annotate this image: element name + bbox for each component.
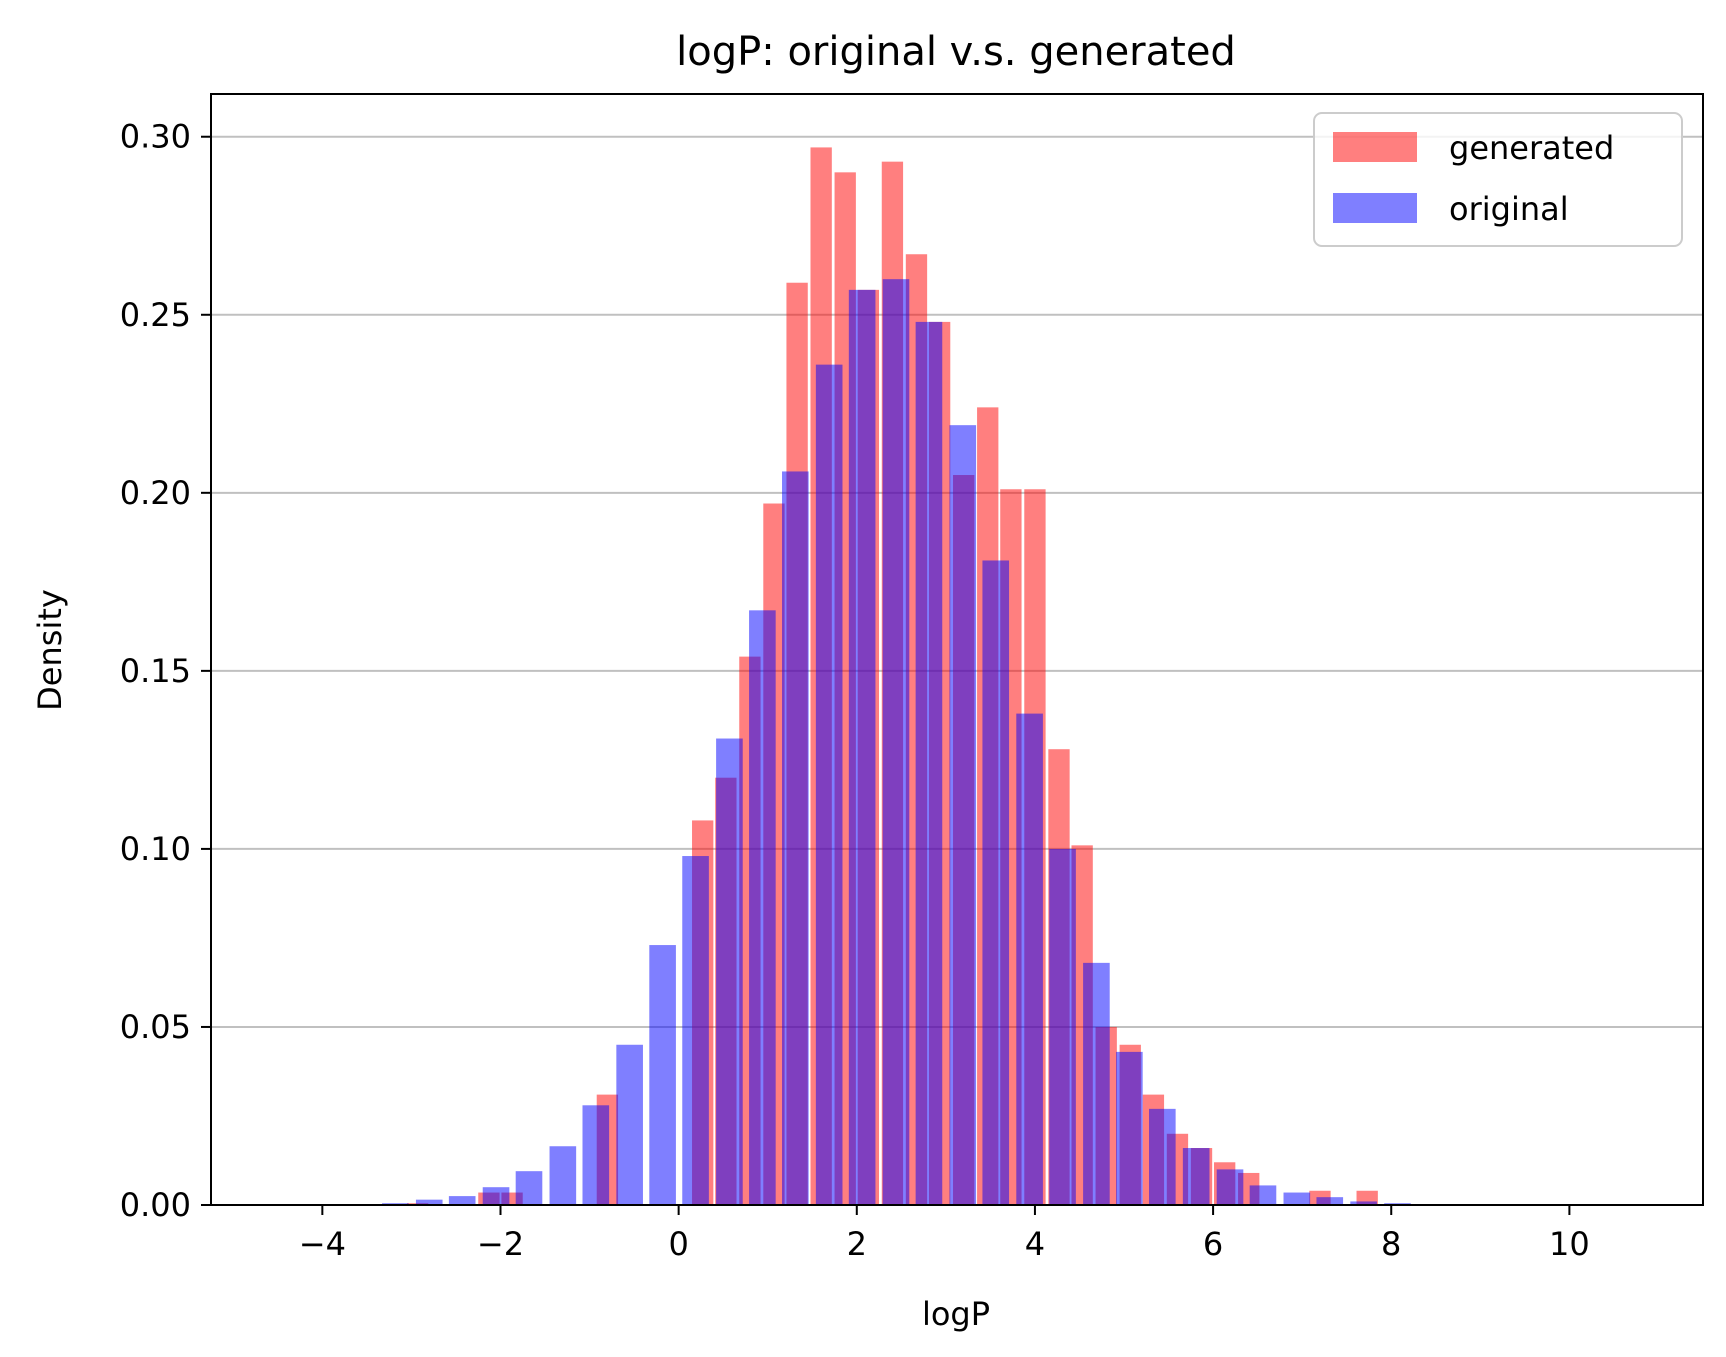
y-tick-label: 0.15 [120, 652, 191, 690]
x-axis-label: logP [922, 1295, 990, 1333]
bar-original [1182, 1148, 1210, 1205]
bar-original [1083, 962, 1110, 1205]
x-tick-label: 4 [1025, 1225, 1045, 1263]
legend-label-original: original [1449, 190, 1569, 228]
bar-original [1249, 1185, 1277, 1205]
bar-original [482, 1187, 510, 1205]
legend-swatch-generated [1333, 132, 1417, 162]
bar-original [1316, 1197, 1344, 1205]
bar-original [915, 321, 943, 1205]
bar-original [415, 1199, 443, 1205]
bar-original [1149, 1108, 1176, 1205]
bars [382, 147, 1443, 1206]
bar-original [1116, 1051, 1143, 1205]
axis-ticks: −4 −2 0 2 4 6 8 10 0.00 0.05 0.10 0.15 0.20 0.25 0.30 [120, 118, 1590, 1263]
bar-original [782, 471, 809, 1205]
y-tick-label: 0.30 [120, 118, 191, 156]
bar-original [1049, 848, 1076, 1205]
y-tick-label: 0.25 [120, 296, 191, 334]
plot-frame [210, 93, 1704, 1206]
bar-original [448, 1196, 476, 1205]
bar-original [848, 289, 876, 1205]
x-tick-label: 8 [1381, 1225, 1401, 1263]
legend: generated original [1313, 112, 1683, 247]
x-tick-label: −4 [299, 1225, 346, 1263]
y-tick-label: 0.20 [120, 474, 191, 512]
bar-original [815, 364, 843, 1206]
bar-original [1283, 1192, 1311, 1205]
bar-original [882, 279, 910, 1206]
bar-original [982, 560, 1010, 1205]
bar-original [549, 1146, 577, 1205]
y-axis-label: Density [31, 589, 69, 711]
bar-original [949, 425, 977, 1205]
bar-original [649, 945, 676, 1205]
bar-original [1016, 713, 1043, 1205]
bar-original [616, 1044, 643, 1205]
bar-original [582, 1105, 610, 1205]
bar-original [716, 738, 743, 1205]
x-tick-label: −2 [477, 1225, 524, 1263]
x-tick-label: 2 [847, 1225, 867, 1263]
x-tick-label: 0 [668, 1225, 688, 1263]
chart-title: logP: original v.s. generated [676, 29, 1236, 75]
bar-original [1216, 1169, 1244, 1205]
x-tick-label: 10 [1549, 1225, 1590, 1263]
bar-original [1350, 1201, 1377, 1205]
bar-original [682, 856, 709, 1205]
bar-original [749, 610, 776, 1205]
legend-swatch-original [1333, 193, 1417, 223]
legend-label-generated: generated [1449, 129, 1614, 167]
y-tick-label: 0.10 [120, 830, 191, 868]
y-tick-label: 0.00 [120, 1186, 191, 1224]
x-tick-label: 6 [1203, 1225, 1223, 1263]
y-tick-label: 0.05 [120, 1008, 191, 1046]
bar-original [515, 1171, 543, 1205]
